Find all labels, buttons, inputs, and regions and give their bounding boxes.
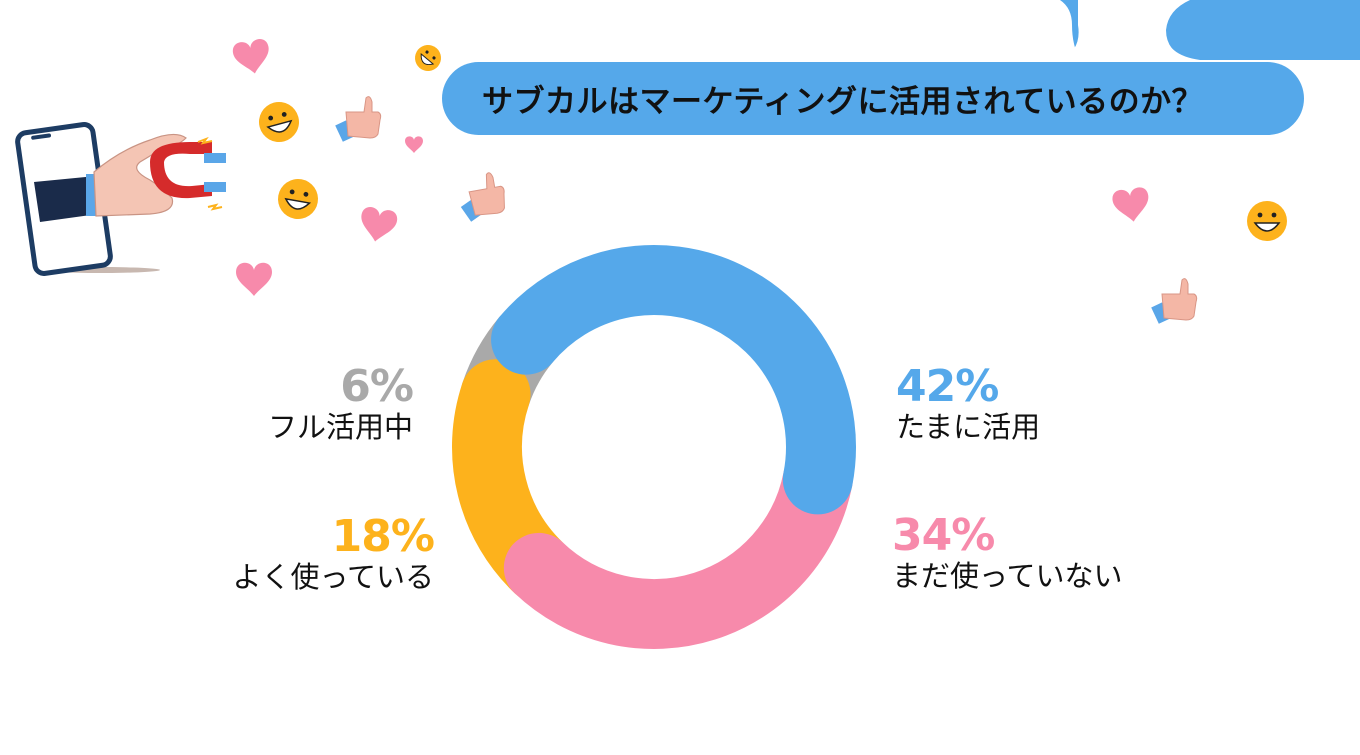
phone-with-hand-magnet-icon bbox=[15, 122, 226, 276]
slice-percent-not-yet: 34% bbox=[892, 510, 995, 561]
slice-label-often: 18% よく使っている bbox=[232, 511, 435, 597]
top-right-blob-shape bbox=[1060, 0, 1360, 60]
slice-label-not-yet: 34% まだ使っていない bbox=[892, 514, 1123, 596]
slice-name-not-yet: まだ使っていない bbox=[892, 559, 1123, 593]
title-banner: サブカルはマーケティングに活用されているのか？ bbox=[442, 62, 1304, 135]
slice-label-occasionally: 42% たまに活用 bbox=[896, 365, 1040, 447]
slice-percent-occasionally: 42% bbox=[896, 361, 999, 412]
slice-name-often: よく使っている bbox=[232, 560, 434, 594]
slice-label-full-use: 6% フル活用中 bbox=[267, 361, 414, 447]
slice-name-full-use: フル活用中 bbox=[267, 410, 413, 444]
slice-percent-full-use: 6% bbox=[340, 361, 414, 412]
chart-title: サブカルはマーケティングに活用されているのか？ bbox=[482, 84, 1204, 120]
donut-slice-occasionally bbox=[491, 245, 856, 515]
donut-slice-not-yet bbox=[503, 444, 853, 649]
slice-name-occasionally: たまに活用 bbox=[896, 410, 1041, 444]
slice-percent-often: 18% bbox=[331, 511, 435, 562]
donut-slices bbox=[452, 245, 856, 649]
